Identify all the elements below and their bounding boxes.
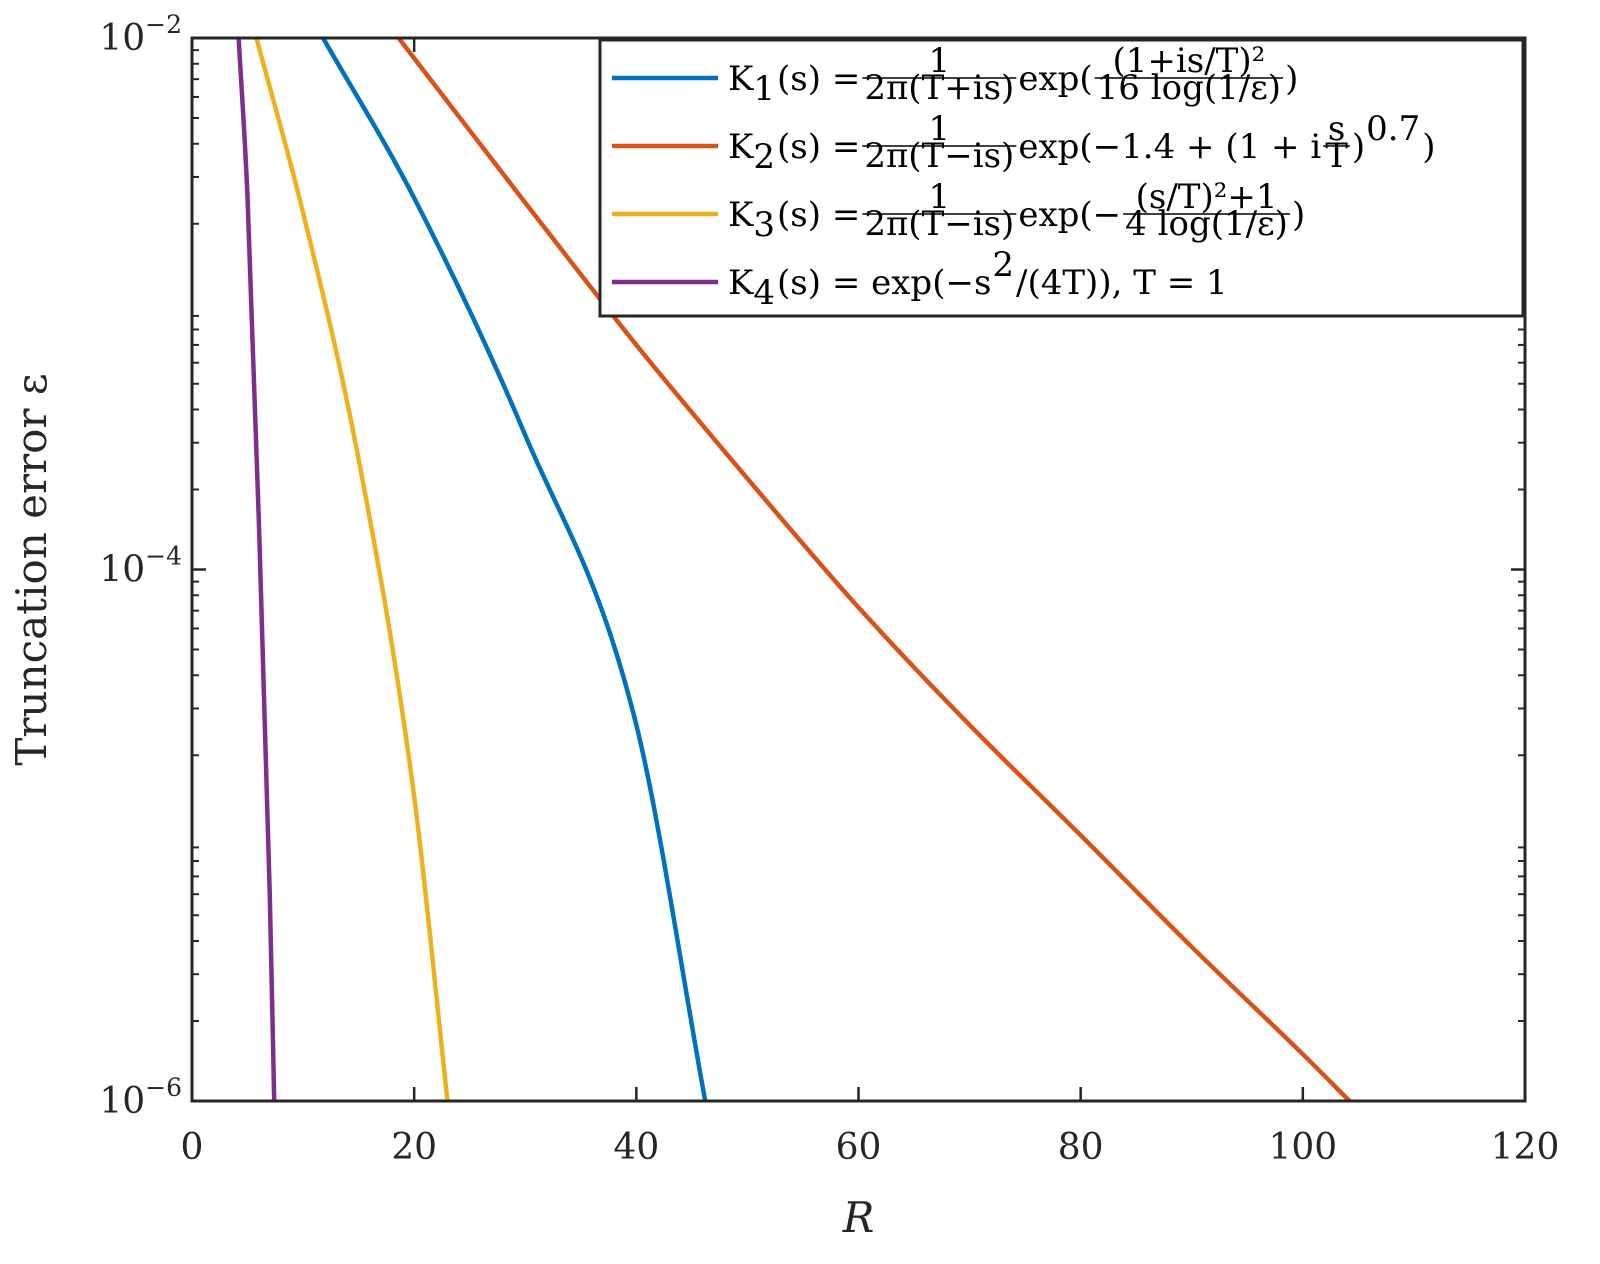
svg-text:exp(: exp( <box>1018 59 1092 99</box>
plot-area <box>236 38 1352 1101</box>
svg-text:1: 1 <box>929 41 951 81</box>
svg-text:K: K <box>728 59 754 99</box>
legend: K 1 (s) = 12π(T+is) exp((1+is/T)²16 log(1/… <box>598 38 1525 318</box>
legend-entry-k3: K 3 (s) = 12π(T−is) exp(− (s/T)²+14 log(1/… <box>728 177 1305 245</box>
legend-box <box>598 38 1525 318</box>
svg-text:16 log(1/ε): 16 log(1/ε) <box>1097 68 1281 108</box>
svg-text:0.7: 0.7 <box>1366 109 1420 149</box>
svg-text:2: 2 <box>753 137 775 177</box>
y-axis-label: Truncation error ε <box>7 373 56 765</box>
legend-entry-k1: K 1 (s) = 12π(T+is) exp((1+is/T)²16 log(1/… <box>728 41 1298 109</box>
svg-text:s: s <box>1328 109 1345 149</box>
svg-text:(s) =: (s) = <box>777 195 860 235</box>
svg-text:2π(T−is): 2π(T−is) <box>864 204 1014 244</box>
svg-text:T: T <box>1325 136 1348 176</box>
svg-text:(s) =: (s) = <box>777 127 860 167</box>
svg-text:K: K <box>728 263 754 303</box>
svg-text:): ) <box>1292 195 1305 235</box>
series-line-k2 <box>396 38 1352 1101</box>
svg-text:1: 1 <box>753 69 775 109</box>
svg-text:exp(−1.4 + (1 + i: exp(−1.4 + (1 + i <box>1018 127 1321 167</box>
svg-text:3: 3 <box>753 205 775 245</box>
x-axis-label: R <box>842 1193 875 1242</box>
svg-text:1: 1 <box>929 109 951 149</box>
svg-text:(1+is/T)²: (1+is/T)² <box>1113 41 1266 81</box>
y-tick-label: 10−6 <box>99 1073 182 1122</box>
svg-text:2: 2 <box>992 245 1014 285</box>
svg-text:2π(T+is): 2π(T+is) <box>864 68 1014 108</box>
svg-text:): ) <box>1285 59 1298 99</box>
plot-frame <box>190 36 1527 1103</box>
svg-text:1: 1 <box>929 177 951 217</box>
y-tick-label: 10−4 <box>99 542 182 591</box>
series-line-k3 <box>254 38 450 1101</box>
x-tick-label: 80 <box>1058 1127 1104 1168</box>
svg-text:exp(−: exp(− <box>1018 195 1121 235</box>
y-tick-label: 10−2 <box>99 10 182 59</box>
svg-text:(s) =: (s) = <box>777 59 860 99</box>
x-tick-label: 20 <box>391 1127 437 1168</box>
legend-entry-k2: K 2 (s) = 12π(T−is) exp(−1.4 + (1 + i sT) 0.… <box>728 109 1436 177</box>
svg-text:): ) <box>1352 127 1365 167</box>
x-axis-ticks: 0 20 40 60 80 100 120 <box>181 38 1560 1168</box>
x-tick-label: 120 <box>1491 1127 1560 1168</box>
svg-text:(s) = exp(−s: (s) = exp(−s <box>777 263 991 303</box>
svg-text:K: K <box>728 127 754 167</box>
svg-text:4: 4 <box>753 273 775 313</box>
x-tick-label: 0 <box>181 1127 204 1168</box>
svg-text:(s/T)²+1: (s/T)²+1 <box>1136 177 1278 217</box>
svg-text:): ) <box>1422 127 1435 167</box>
series-line-k4 <box>236 38 277 1101</box>
x-tick-label: 60 <box>836 1127 882 1168</box>
legend-entry-k4: K 4 (s) = exp(−s 2/(4T)), T = 1 <box>728 245 1228 313</box>
svg-text:/(4T)), T = 1: /(4T)), T = 1 <box>1016 263 1228 303</box>
x-tick-label: 40 <box>613 1127 659 1168</box>
svg-text:4 log(1/ε): 4 log(1/ε) <box>1125 204 1288 244</box>
svg-text:K: K <box>728 195 754 235</box>
svg-text:2π(T−is): 2π(T−is) <box>864 136 1014 176</box>
series-line-k1 <box>321 38 708 1101</box>
x-tick-label: 100 <box>1268 1127 1337 1168</box>
